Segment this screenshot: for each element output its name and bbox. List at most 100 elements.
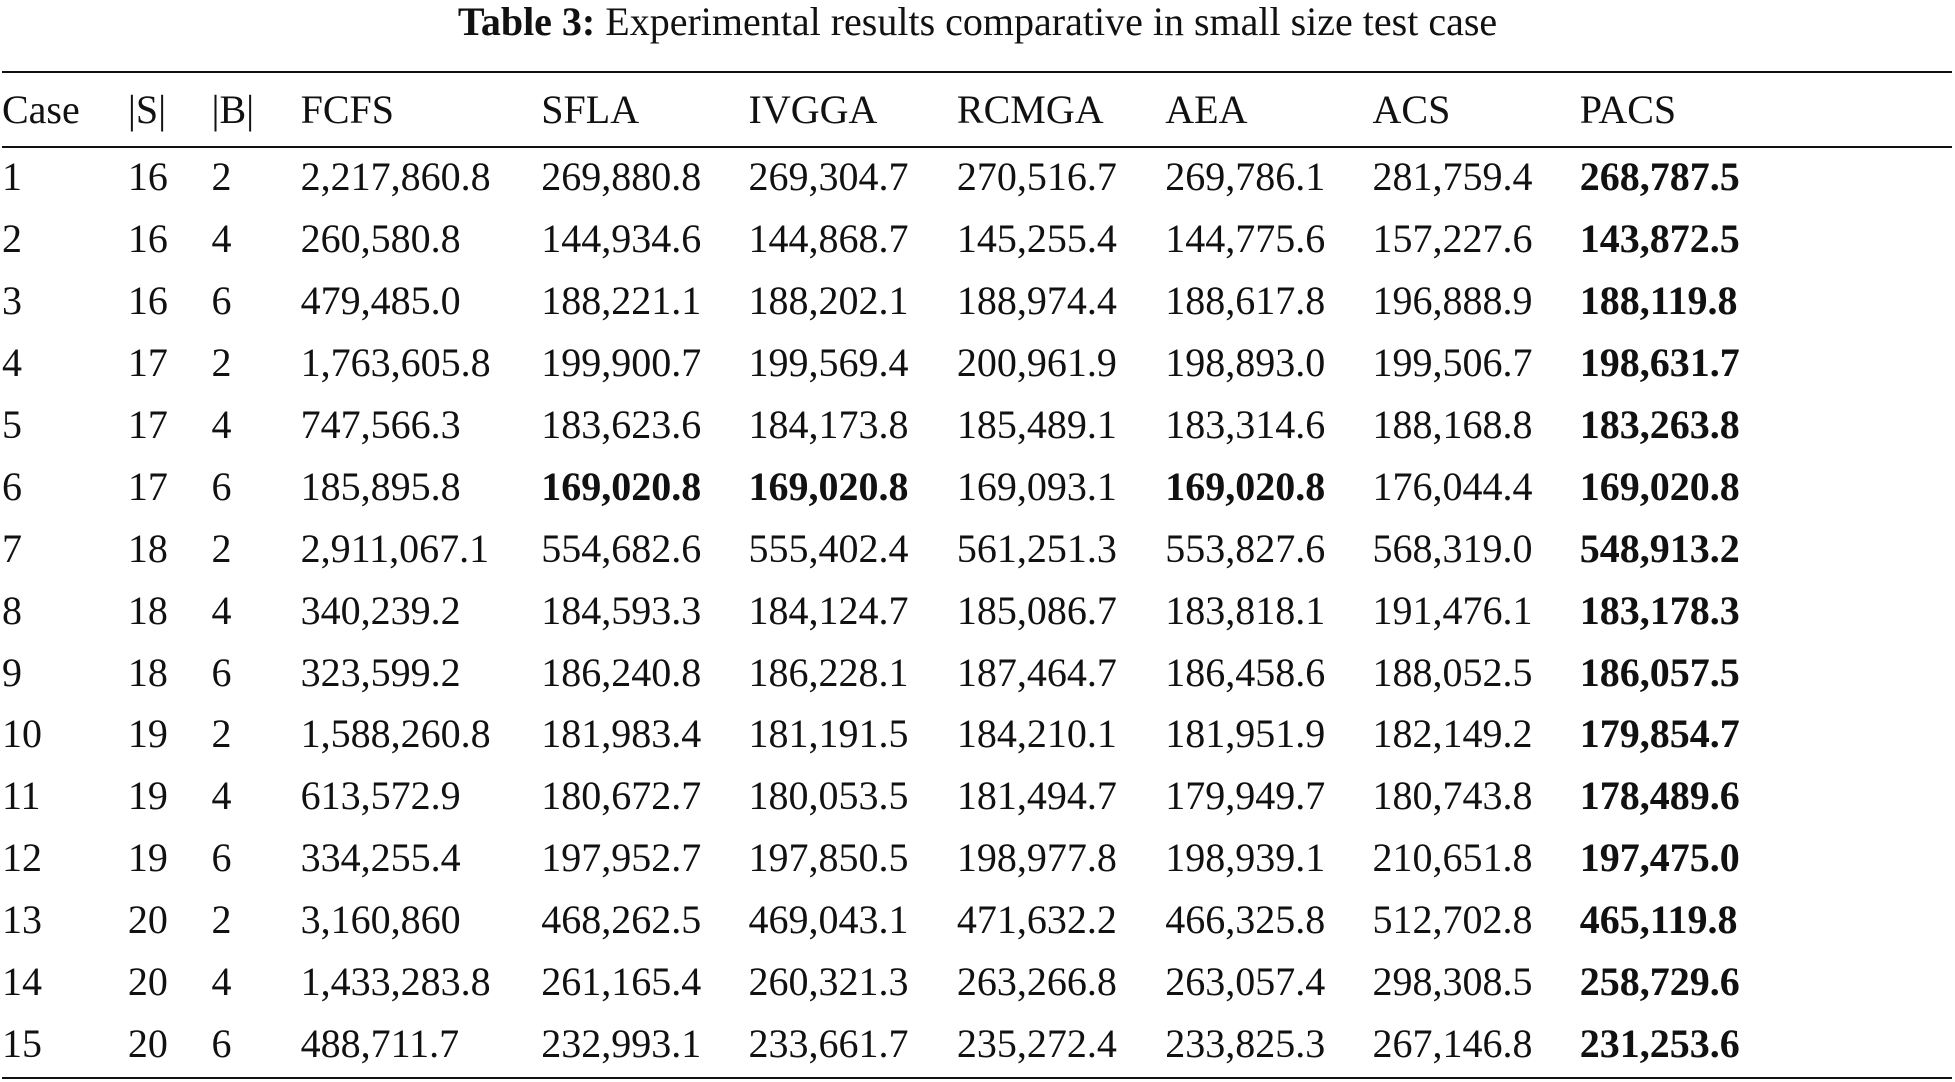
cell-s: 16 bbox=[127, 278, 168, 324]
cell-fcfs: 3,160,860 bbox=[300, 897, 461, 943]
cell-b: 2 bbox=[211, 711, 232, 757]
cell-case: 15 bbox=[2, 1020, 42, 1066]
cell-sfla: 554,682.6 bbox=[541, 525, 702, 571]
cell-ivgga: 184,124.7 bbox=[748, 587, 909, 633]
cell-aea: 179,949.7 bbox=[1165, 773, 1326, 819]
cell-pacs: 268,787.5 bbox=[1579, 154, 1740, 200]
cell-s: 19 bbox=[127, 711, 168, 757]
cell-b: 4 bbox=[211, 773, 232, 819]
cell-ivgga: 181,191.5 bbox=[748, 711, 909, 757]
cell-s: 17 bbox=[127, 402, 168, 447]
header-row: Case |S| |B| FCFS SFLA IVGGA RCMGA AEA ACS PACS bbox=[2, 73, 1952, 146]
cell-case: 2 bbox=[2, 216, 22, 262]
cell-sfla: 183,623.6 bbox=[541, 402, 702, 447]
cell-fcfs: 1,763,605.8 bbox=[300, 340, 491, 386]
cell-fcfs: 334,255.4 bbox=[300, 835, 461, 881]
cell-fcfs: 1,588,260.8 bbox=[300, 711, 491, 757]
cell-pacs: 197,475.0 bbox=[1579, 835, 1740, 881]
cell-aea: 183,314.6 bbox=[1165, 402, 1326, 447]
table-row: 4 17 2 1,763,605.8 199,900.7 199,569.4 200,961… bbox=[2, 332, 1952, 394]
cell-aea: 466,325.8 bbox=[1165, 897, 1326, 943]
cell-acs: 298,308.5 bbox=[1372, 959, 1533, 1005]
cell-ivgga: 555,402.4 bbox=[748, 525, 909, 571]
cell-sfla: 188,221.1 bbox=[541, 278, 702, 324]
cell-acs: 191,476.1 bbox=[1372, 587, 1533, 633]
cell-case: 1 bbox=[2, 154, 22, 200]
table-row: 9 18 6 323,599.2 186,240.8 186,228.1 187,464.7… bbox=[2, 641, 1952, 703]
cell-acs: 180,743.8 bbox=[1372, 773, 1533, 819]
cell-sfla: 199,900.7 bbox=[541, 340, 702, 386]
cell-pacs: 179,854.7 bbox=[1579, 711, 1740, 757]
table-caption: Table 3: Experimental results comparativ… bbox=[0, 0, 1955, 44]
cell-rcmga: 270,516.7 bbox=[956, 154, 1117, 200]
cell-s: 17 bbox=[127, 463, 168, 509]
header-ivgga: IVGGA bbox=[748, 87, 878, 132]
cell-fcfs: 260,580.8 bbox=[300, 216, 461, 262]
cell-rcmga: 198,977.8 bbox=[956, 835, 1117, 881]
cell-sfla: 181,983.4 bbox=[541, 711, 702, 757]
cell-rcmga: 235,272.4 bbox=[956, 1020, 1117, 1066]
cell-fcfs: 479,485.0 bbox=[300, 278, 461, 324]
cell-rcmga: 145,255.4 bbox=[956, 216, 1117, 262]
cell-ivgga: 184,173.8 bbox=[748, 402, 909, 447]
cell-aea: 553,827.6 bbox=[1165, 525, 1326, 571]
cell-b: 4 bbox=[211, 402, 232, 447]
cell-case: 8 bbox=[2, 587, 22, 633]
cell-aea: 181,951.9 bbox=[1165, 711, 1326, 757]
cell-pacs: 183,178.3 bbox=[1579, 587, 1740, 633]
cell-ivgga: 144,868.7 bbox=[748, 216, 909, 262]
cell-acs: 568,319.0 bbox=[1372, 525, 1533, 571]
header-sfla: SFLA bbox=[541, 87, 640, 132]
table-row: 10 19 2 1,588,260.8 181,983.4 181,191.5 184,21… bbox=[2, 703, 1952, 765]
header-acs: ACS bbox=[1372, 87, 1451, 132]
cell-sfla: 197,952.7 bbox=[541, 835, 702, 881]
caption-label: Table 3: bbox=[457, 0, 596, 44]
cell-pacs: 231,253.6 bbox=[1579, 1020, 1740, 1066]
cell-ivgga: 186,228.1 bbox=[748, 649, 909, 695]
cell-b: 2 bbox=[211, 154, 232, 200]
cell-fcfs: 613,572.9 bbox=[300, 773, 461, 819]
cell-pacs: 178,489.6 bbox=[1579, 773, 1740, 819]
header-rule bbox=[2, 146, 1952, 148]
cell-acs: 176,044.4 bbox=[1372, 463, 1533, 509]
cell-case: 12 bbox=[2, 835, 42, 881]
cell-rcmga: 188,974.4 bbox=[956, 278, 1117, 324]
bottom-rule bbox=[2, 1077, 1952, 1079]
cell-b: 6 bbox=[211, 649, 232, 695]
cell-aea: 198,939.1 bbox=[1165, 835, 1326, 881]
cell-b: 2 bbox=[211, 340, 232, 386]
cell-case: 9 bbox=[2, 649, 22, 695]
cell-aea: 169,020.8 bbox=[1165, 463, 1326, 509]
cell-ivgga: 199,569.4 bbox=[748, 340, 909, 386]
cell-s: 20 bbox=[127, 897, 168, 943]
cell-b: 4 bbox=[211, 959, 232, 1005]
cell-pacs: 143,872.5 bbox=[1579, 216, 1740, 262]
caption-text: Experimental results comparative in smal… bbox=[605, 0, 1498, 44]
cell-case: 11 bbox=[2, 773, 41, 819]
cell-rcmga: 187,464.7 bbox=[956, 649, 1117, 695]
cell-b: 2 bbox=[211, 525, 232, 571]
cell-pacs: 198,631.7 bbox=[1579, 340, 1740, 386]
cell-s: 18 bbox=[127, 649, 168, 695]
cell-s: 16 bbox=[127, 216, 168, 262]
table-row: 5 17 4 747,566.3 183,623.6 184,173.8 185,489.1… bbox=[2, 394, 1952, 456]
cell-ivgga: 260,321.3 bbox=[748, 959, 909, 1005]
cell-sfla: 184,593.3 bbox=[541, 587, 702, 633]
cell-rcmga: 169,093.1 bbox=[956, 463, 1117, 509]
cell-aea: 183,818.1 bbox=[1165, 587, 1326, 633]
cell-sfla: 269,880.8 bbox=[541, 154, 702, 200]
cell-acs: 196,888.9 bbox=[1372, 278, 1533, 324]
cell-ivgga: 197,850.5 bbox=[748, 835, 909, 881]
table-row: 14 20 4 1,433,283.8 261,165.4 260,321.3 263,26… bbox=[2, 951, 1952, 1013]
table-row: 13 20 2 3,160,860 468,262.5 469,043.1 471,632.… bbox=[2, 889, 1952, 951]
table-row: 12 19 6 334,255.4 197,952.7 197,850.5 198,977.… bbox=[2, 827, 1952, 889]
cell-fcfs: 1,433,283.8 bbox=[300, 959, 491, 1005]
cell-fcfs: 185,895.8 bbox=[300, 463, 461, 509]
cell-acs: 210,651.8 bbox=[1372, 835, 1533, 881]
cell-case: 5 bbox=[2, 402, 22, 447]
cell-sfla: 186,240.8 bbox=[541, 649, 702, 695]
cell-ivgga: 180,053.5 bbox=[748, 773, 909, 819]
cell-rcmga: 184,210.1 bbox=[956, 711, 1117, 757]
table-row: 15 20 6 488,711.7 232,993.1 233,661.7 235,272.… bbox=[2, 1012, 1952, 1074]
table-row: 11 19 4 613,572.9 180,672.7 180,053.5 181,494.… bbox=[2, 765, 1952, 827]
